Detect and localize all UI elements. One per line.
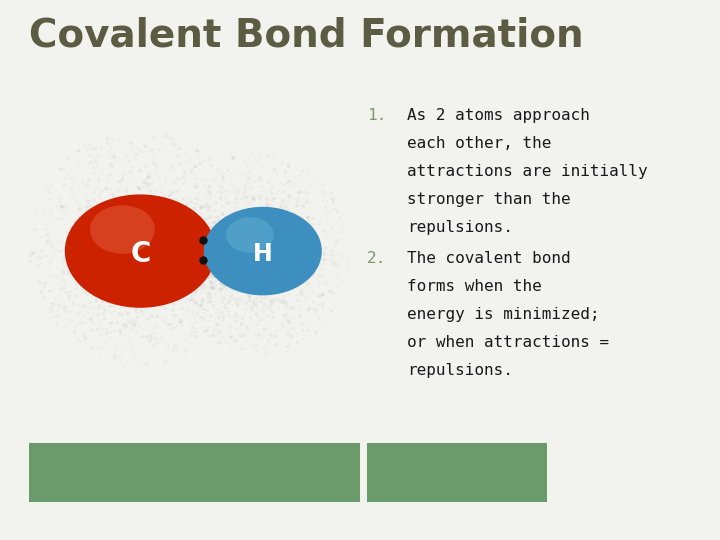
Text: stronger than the: stronger than the (407, 192, 570, 207)
Text: each other, the: each other, the (407, 136, 552, 151)
Text: repulsions.: repulsions. (407, 220, 513, 235)
Text: H: H (253, 242, 273, 266)
Text: C: C (130, 240, 150, 268)
Text: 2.: 2. (367, 251, 387, 266)
Text: 1.: 1. (367, 108, 387, 123)
Text: As 2 atoms approach: As 2 atoms approach (407, 108, 590, 123)
Circle shape (65, 194, 216, 308)
Bar (367, 443, 547, 502)
Text: repulsions.: repulsions. (407, 363, 513, 379)
Circle shape (90, 205, 155, 254)
Text: attractions are initially: attractions are initially (407, 164, 647, 179)
Circle shape (226, 217, 274, 253)
Text: Covalent Bond Formation: Covalent Bond Formation (29, 16, 583, 54)
Text: energy is minimized;: energy is minimized; (407, 307, 599, 322)
Text: forms when the: forms when the (407, 279, 541, 294)
Circle shape (204, 207, 322, 295)
Text: or when attractions =: or when attractions = (407, 335, 609, 350)
Text: The covalent bond: The covalent bond (407, 251, 570, 266)
Bar (29, 443, 360, 502)
